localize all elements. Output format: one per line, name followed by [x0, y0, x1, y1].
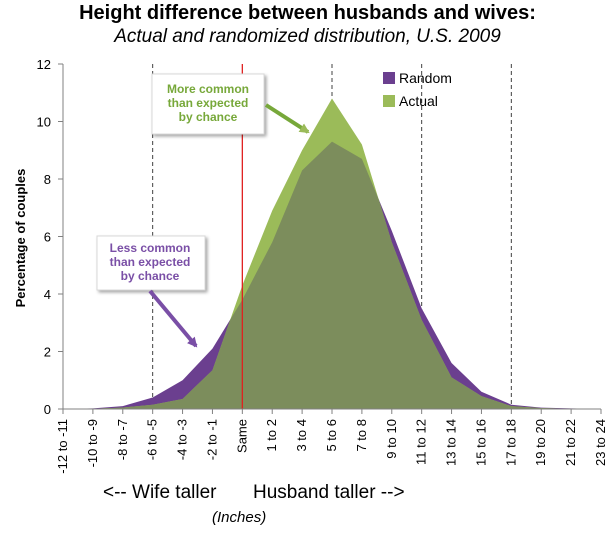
y-axis-title: Percentage of couples	[13, 169, 28, 308]
annotation-box	[151, 73, 265, 135]
annotation-box	[96, 235, 206, 291]
x-tick-label: 5 to 6	[324, 419, 339, 452]
y-tick-label: 8	[44, 172, 51, 187]
plot-area	[63, 98, 601, 409]
x-tick-label: 15 to 16	[473, 419, 488, 466]
x-tick-label: -6 to -5	[145, 419, 160, 460]
x-tick-label: -12 to -11	[55, 419, 70, 474]
husband-taller-label: Husband taller -->	[253, 482, 405, 503]
x-tick-label: -8 to -7	[115, 419, 130, 460]
y-tick-label: 0	[44, 402, 51, 417]
x-tick-label: 13 to 14	[444, 419, 459, 466]
chart-subtitle: Actual and randomized distribution, U.S.…	[114, 26, 501, 47]
legend: Random Actual	[383, 70, 452, 109]
annotation-text: Less common	[110, 241, 191, 255]
annotation-text: by chance	[121, 269, 180, 283]
annotation-text: by chance	[179, 110, 238, 124]
x-tick-label: 17 to 18	[503, 419, 518, 466]
legend-label-actual: Actual	[399, 93, 438, 109]
y-tick-label: 12	[37, 57, 51, 72]
x-tick-label: -4 to -3	[175, 419, 190, 460]
axes: 0 2 4 6 8 10 12 -12 to -11 -10 to -9 -8 to -7 -6 t…	[13, 57, 608, 474]
x-tick-label: 23 to 24	[593, 419, 608, 466]
y-tick-label: 2	[44, 345, 51, 360]
annotation-text: More common	[167, 82, 249, 96]
annotation-text: than expected	[110, 255, 191, 269]
y-tick-label: 6	[44, 230, 51, 245]
x-tick-label: 11 to 12	[414, 419, 429, 465]
x-tick-label: 21 to 22	[563, 419, 578, 466]
x-tick-label: 1 to 2	[264, 419, 279, 452]
x-tick-label: 3 to 4	[294, 419, 309, 452]
x-tick-label: Same	[234, 419, 249, 453]
legend-swatch-random	[383, 72, 395, 84]
wife-taller-label: <-- Wife taller	[103, 482, 217, 503]
annotation-arrow	[148, 289, 198, 348]
x-tick-label: 7 to 8	[354, 419, 369, 452]
annotation-text: than expected	[168, 96, 249, 110]
chart-title: Height difference between husbands and w…	[79, 2, 536, 24]
units-label: (Inches)	[212, 509, 267, 526]
y-tick-label: 10	[37, 115, 51, 130]
legend-label-random: Random	[399, 70, 452, 86]
x-tick-label: -2 to -1	[204, 419, 219, 460]
annotation-arrow	[264, 103, 310, 134]
x-tick-label: 19 to 20	[533, 419, 548, 466]
legend-swatch-actual	[383, 95, 395, 107]
series-overlap-area	[63, 141, 601, 409]
x-tick-label: 9 to 10	[384, 419, 399, 459]
y-tick-label: 4	[44, 287, 51, 302]
x-tick-label: -10 to -9	[85, 419, 100, 467]
